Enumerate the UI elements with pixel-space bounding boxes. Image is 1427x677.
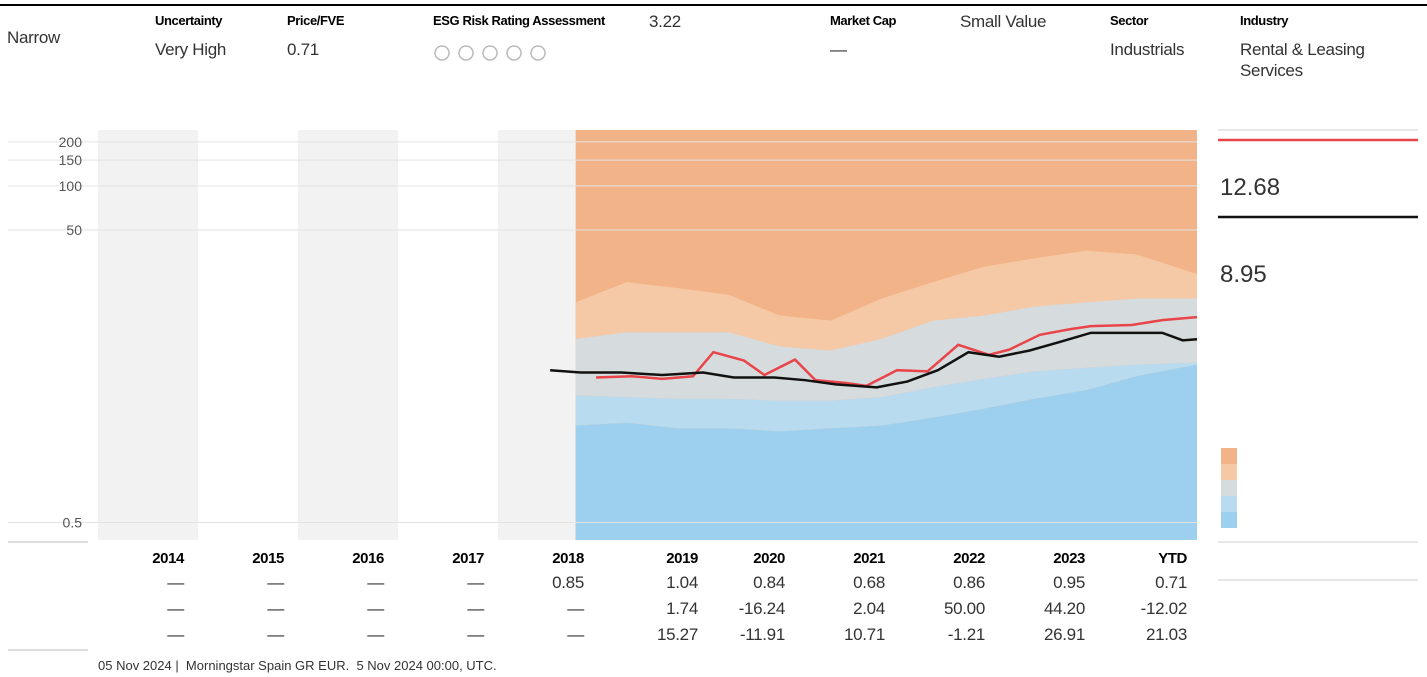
header-extra: Small Value (960, 12, 1046, 31)
band (575, 364, 1197, 540)
table-cell: — (267, 625, 284, 644)
table-cell: 0.71 (1155, 573, 1187, 592)
footer: 05 Nov 2024 | Morningstar Spain GR EUR. … (98, 658, 497, 673)
table-cell: 1.04 (666, 573, 698, 592)
last-value-label: 12.68 (1220, 174, 1280, 201)
y-tick-label: 0.5 (63, 515, 83, 531)
band (575, 362, 1197, 432)
line (550, 331, 1198, 389)
table-header: 2014 (152, 550, 185, 567)
table-cell: 0.95 (1053, 573, 1085, 592)
band (575, 298, 1197, 401)
y-tick-label: 150 (59, 152, 83, 168)
band (575, 250, 1197, 351)
table-cell: -12.02 (1141, 599, 1187, 618)
header-label: ESG Risk Rating Assessment (433, 13, 606, 28)
table-cell: -1.21 (948, 625, 985, 644)
header-label: Industry (1240, 13, 1289, 28)
table-cell: — (467, 599, 484, 618)
legend-swatch (1221, 512, 1237, 528)
table-cell: 0.68 (853, 573, 885, 592)
plot (8, 130, 1197, 540)
table-header: 2017 (452, 550, 484, 567)
table-header: YTD (1158, 550, 1187, 567)
table-header: 2019 (666, 550, 698, 567)
table-cell: 21.03 (1146, 625, 1187, 644)
table-cell: 26.91 (1044, 625, 1085, 644)
table-cell: — (467, 625, 484, 644)
table-cell: 0.84 (753, 573, 785, 592)
header-value: Very High (155, 40, 226, 59)
table-cell: 0.86 (953, 573, 985, 592)
table-cell: — (267, 599, 284, 618)
year-shade (98, 130, 198, 540)
table-cell: 1.74 (666, 599, 698, 618)
legend-squares (1221, 448, 1237, 528)
y-tick-label: 100 (59, 178, 83, 194)
table-cell: — (467, 573, 484, 592)
legend-swatch (1221, 464, 1237, 480)
legend-swatch (1221, 480, 1237, 496)
table-cell: — (167, 599, 184, 618)
globes (434, 45, 546, 61)
table-cell: -16.24 (739, 599, 785, 618)
last-value-label: 8.95 (1220, 261, 1267, 288)
table-cell: 10.71 (844, 625, 885, 644)
table-cell: — (367, 625, 384, 644)
year-shade (298, 130, 398, 540)
table-cell: — (367, 573, 384, 592)
table-header: 2018 (552, 550, 584, 567)
header-value: Rental & Leasing Services (1240, 40, 1365, 80)
header-label: Price/FVE (287, 13, 345, 28)
table-header: 2020 (753, 550, 785, 567)
table-cell: -11.91 (740, 625, 785, 644)
header-label: Market Cap (830, 13, 897, 28)
table-cell: 44.20 (1044, 599, 1085, 618)
table-cell: — (367, 599, 384, 618)
y-tick-label: 50 (66, 222, 82, 238)
header-label: Sector (1110, 13, 1148, 28)
line (596, 315, 1198, 388)
table-header: 2016 (352, 550, 384, 567)
table-cell: — (567, 625, 584, 644)
table-cell: — (267, 573, 284, 592)
table-header: 2021 (853, 550, 885, 567)
table-cell: 50.00 (944, 599, 985, 618)
header-value: Narrow (7, 28, 61, 47)
table-cell: — (567, 599, 584, 618)
header-label: Uncertainty (155, 13, 223, 28)
table-cell: — (167, 625, 184, 644)
table-header: 2022 (953, 550, 985, 567)
header-extra: 3.22 (649, 12, 681, 31)
legend-swatch (1221, 448, 1237, 464)
header-value: 0.71 (287, 40, 319, 59)
table-header: 2015 (252, 550, 284, 567)
table-cell: 15.27 (657, 625, 698, 644)
table-cell: 0.85 (552, 573, 584, 592)
table-cell: 2.04 (853, 599, 885, 618)
header-value: Industrials (1110, 40, 1184, 59)
table-cell: — (167, 573, 184, 592)
legend-swatch (1221, 496, 1237, 512)
header-value: — (830, 40, 847, 59)
table-header: 2023 (1053, 550, 1085, 567)
y-tick-label: 200 (59, 134, 83, 150)
